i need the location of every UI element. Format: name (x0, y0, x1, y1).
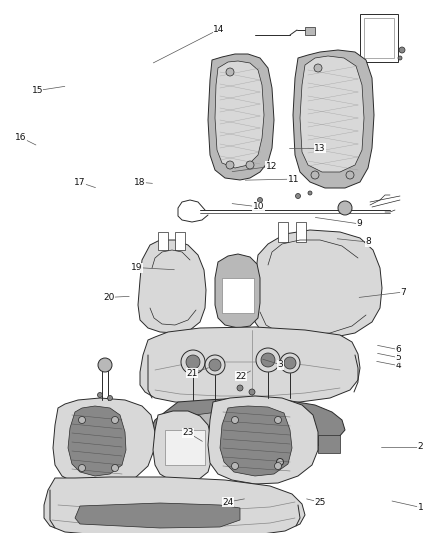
Circle shape (78, 416, 85, 424)
Circle shape (256, 348, 280, 372)
Circle shape (209, 359, 221, 371)
Text: 11: 11 (288, 175, 299, 183)
Circle shape (399, 47, 405, 53)
Text: 13: 13 (314, 144, 325, 152)
Polygon shape (183, 412, 315, 443)
Text: 17: 17 (74, 178, 85, 187)
Circle shape (78, 464, 85, 472)
Circle shape (275, 463, 282, 470)
Text: 9: 9 (356, 220, 362, 228)
Circle shape (308, 191, 312, 195)
Text: 15: 15 (32, 86, 43, 95)
Bar (364, 18, 394, 58)
Bar (305, 27, 315, 35)
Polygon shape (150, 398, 345, 452)
Text: 25: 25 (314, 498, 325, 506)
Bar (222, 278, 254, 313)
Circle shape (258, 198, 262, 203)
Text: 22: 22 (235, 372, 247, 381)
Circle shape (276, 458, 283, 465)
Circle shape (205, 355, 225, 375)
Text: 24: 24 (222, 498, 233, 506)
Circle shape (249, 389, 255, 395)
Text: 19: 19 (131, 263, 142, 272)
Circle shape (98, 358, 112, 372)
Bar (158, 232, 168, 250)
Text: 3: 3 (277, 360, 283, 369)
Text: 10: 10 (253, 203, 264, 211)
Text: 2: 2 (418, 442, 423, 451)
Polygon shape (75, 503, 240, 528)
Polygon shape (253, 230, 382, 340)
Circle shape (275, 416, 282, 424)
Bar (318, 435, 340, 453)
Circle shape (107, 395, 113, 400)
Circle shape (186, 355, 200, 369)
Bar (165, 430, 205, 465)
Text: 1: 1 (417, 503, 424, 512)
Circle shape (246, 161, 254, 169)
Polygon shape (44, 477, 305, 533)
Polygon shape (208, 396, 318, 484)
Circle shape (398, 56, 402, 60)
Polygon shape (293, 50, 374, 188)
Text: 18: 18 (134, 178, 146, 187)
Polygon shape (68, 406, 126, 476)
Text: 6: 6 (396, 345, 402, 354)
Circle shape (346, 171, 354, 179)
Text: 21: 21 (186, 369, 198, 377)
Bar (360, 14, 398, 62)
Text: 5: 5 (396, 353, 402, 362)
Circle shape (338, 201, 352, 215)
Polygon shape (53, 398, 155, 487)
Circle shape (311, 171, 319, 179)
Polygon shape (300, 56, 364, 172)
Circle shape (232, 463, 239, 470)
Circle shape (237, 385, 243, 391)
Circle shape (314, 64, 322, 72)
Circle shape (226, 161, 234, 169)
Bar (296, 222, 306, 242)
Circle shape (280, 353, 300, 373)
Bar (175, 232, 185, 250)
Circle shape (98, 392, 102, 398)
Polygon shape (208, 54, 274, 180)
Polygon shape (140, 327, 360, 405)
Bar (160, 442, 182, 460)
Text: 23: 23 (183, 429, 194, 437)
Polygon shape (138, 240, 206, 333)
Polygon shape (215, 61, 264, 168)
Bar (278, 222, 288, 242)
Circle shape (284, 357, 296, 369)
Polygon shape (153, 411, 212, 482)
Text: 7: 7 (400, 288, 406, 296)
Circle shape (112, 464, 119, 472)
Circle shape (226, 68, 234, 76)
Polygon shape (220, 406, 292, 476)
Text: 16: 16 (15, 133, 27, 142)
Polygon shape (215, 254, 260, 328)
Circle shape (261, 353, 275, 367)
Circle shape (232, 416, 239, 424)
Text: 20: 20 (103, 293, 114, 302)
Text: 14: 14 (213, 25, 225, 34)
Text: 8: 8 (365, 238, 371, 246)
Text: 4: 4 (396, 361, 401, 370)
Circle shape (181, 350, 205, 374)
Circle shape (112, 416, 119, 424)
Circle shape (296, 193, 300, 198)
Text: 12: 12 (266, 162, 277, 171)
